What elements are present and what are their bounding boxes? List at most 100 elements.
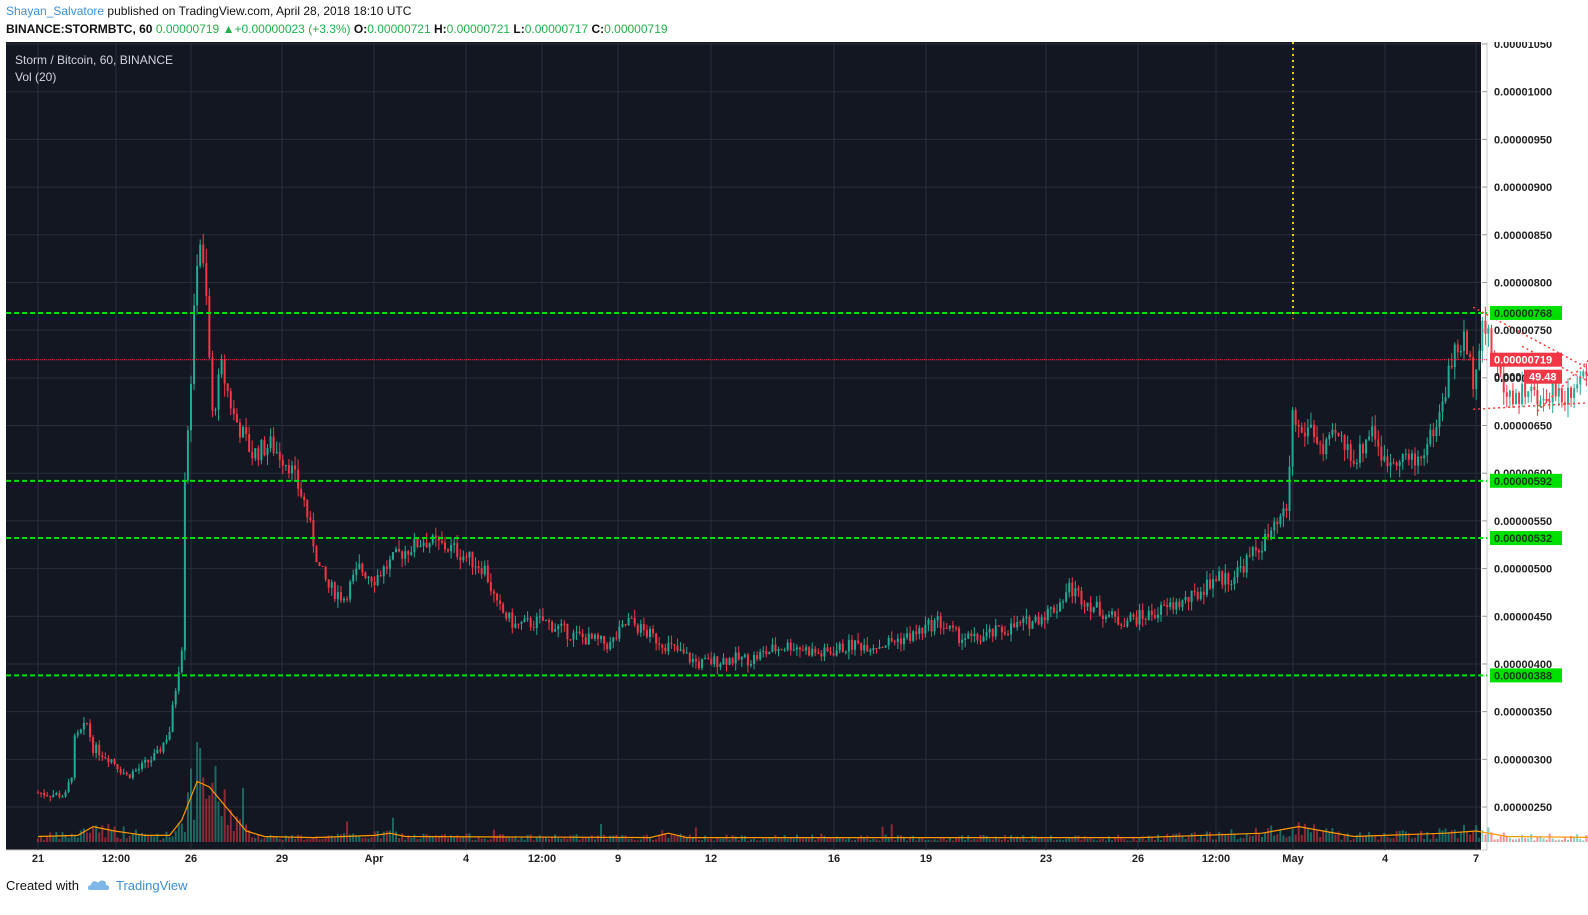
candle-body: [1089, 602, 1092, 612]
volume-bar: [128, 835, 131, 842]
candle-body: [1325, 439, 1328, 455]
candle-body: [1355, 463, 1358, 465]
candle-body: [1108, 614, 1110, 617]
volume-bar: [1254, 827, 1257, 842]
volume-bar: [1108, 836, 1110, 842]
volume-bar: [312, 838, 315, 842]
volume-bar: [1334, 834, 1337, 842]
candle-body: [1074, 588, 1077, 596]
volume-bar: [352, 833, 355, 842]
candle-body: [343, 598, 345, 601]
volume-bar: [652, 839, 655, 842]
volume-bar: [1530, 833, 1533, 842]
volume-bar: [936, 840, 939, 842]
volume-bar: [887, 837, 890, 842]
volume-bar: [560, 838, 563, 842]
candle-body: [266, 447, 269, 456]
candle-body: [958, 628, 961, 643]
candle-body: [621, 624, 624, 627]
candle-body: [297, 469, 300, 489]
legend-indicator: Vol (20): [15, 70, 56, 84]
tradingview-link[interactable]: TradingView: [116, 878, 188, 893]
volume-bar: [459, 837, 462, 842]
volume-bar: [1123, 839, 1126, 842]
volume-bar: [1224, 833, 1227, 842]
volume-bars: [37, 742, 1588, 842]
candle-body: [174, 690, 177, 705]
volume-bar: [722, 838, 725, 842]
tradingview-cloud-icon[interactable]: [87, 877, 111, 893]
candle-body: [76, 732, 79, 736]
volume-bar: [1156, 834, 1159, 842]
candle-body: [290, 465, 293, 474]
candle-body: [58, 793, 61, 798]
candle-body: [707, 657, 710, 659]
volume-bar: [1098, 839, 1101, 842]
candle-body: [1420, 456, 1423, 459]
volume-bar: [171, 836, 174, 842]
candle-body: [1490, 328, 1493, 353]
candle-body: [1380, 446, 1383, 461]
candle-body: [1218, 571, 1221, 582]
candle-body: [1000, 626, 1003, 633]
price-change: +0.00000023 (+3.3%): [234, 22, 351, 36]
volume-bar: [1172, 834, 1175, 842]
candle-body: [336, 592, 339, 600]
candle-body: [477, 566, 480, 569]
price-chart[interactable]: 0.00001050 0.00001000 0.00000950 0.00000900…: [6, 42, 1588, 867]
candle-body: [1190, 590, 1193, 602]
volume-bar: [964, 839, 967, 842]
candle-body: [551, 621, 554, 632]
time-tick-label: 21: [32, 853, 44, 865]
candle-body: [196, 265, 199, 306]
candle-body: [704, 657, 707, 660]
volume-bar: [1297, 822, 1300, 842]
price-axis[interactable]: [1481, 42, 1588, 867]
candle-body: [1423, 455, 1426, 459]
volume-bar: [113, 826, 116, 842]
candle-body: [300, 488, 303, 497]
candle-body: [1257, 550, 1260, 553]
volume-ma-line: [37, 780, 1588, 839]
candle-body: [128, 774, 131, 778]
candle-body: [1025, 616, 1028, 619]
candle-body: [1573, 388, 1576, 398]
time-axis[interactable]: [6, 850, 1481, 867]
candle-body: [1141, 609, 1144, 619]
volume-bar: [829, 837, 832, 842]
candle-body: [1521, 383, 1524, 404]
volume-bar: [1196, 839, 1199, 842]
pattern-trendline: [1472, 306, 1588, 370]
volume-bar: [557, 838, 560, 842]
candle-body: [483, 565, 486, 575]
candle-body: [1361, 444, 1364, 454]
candle-body: [688, 652, 691, 663]
countdown-tag: [1524, 369, 1562, 384]
candle-body: [1438, 412, 1441, 428]
volume-bar: [615, 834, 618, 842]
volume-bar: [1003, 835, 1006, 842]
volume-bar: [639, 839, 642, 842]
volume-bar: [893, 840, 896, 842]
author-link[interactable]: Shayan_Salvatore: [6, 4, 105, 18]
candle-body: [251, 451, 254, 459]
volume-bar: [251, 837, 254, 842]
candle-body: [694, 658, 697, 662]
volume-bar: [398, 837, 401, 842]
volume-bar: [1524, 838, 1527, 842]
candle-body: [355, 568, 358, 575]
candle-body: [1297, 424, 1300, 427]
volume-bar: [419, 838, 422, 842]
candle-body: [208, 296, 211, 358]
candle-body: [1147, 610, 1150, 620]
volume-bar: [661, 830, 664, 842]
candle-body: [1539, 400, 1542, 405]
candle-body: [1202, 591, 1205, 595]
candle-body: [1334, 429, 1337, 433]
symbol-label: BINANCE:STORMBTC, 60: [6, 22, 153, 36]
chart-area[interactable]: 0.00001050 0.00001000 0.00000950 0.00000900…: [6, 42, 1588, 867]
candle-body: [529, 618, 532, 628]
volume-bar: [795, 834, 798, 842]
candle-body: [272, 436, 275, 453]
candle-body: [312, 519, 315, 547]
